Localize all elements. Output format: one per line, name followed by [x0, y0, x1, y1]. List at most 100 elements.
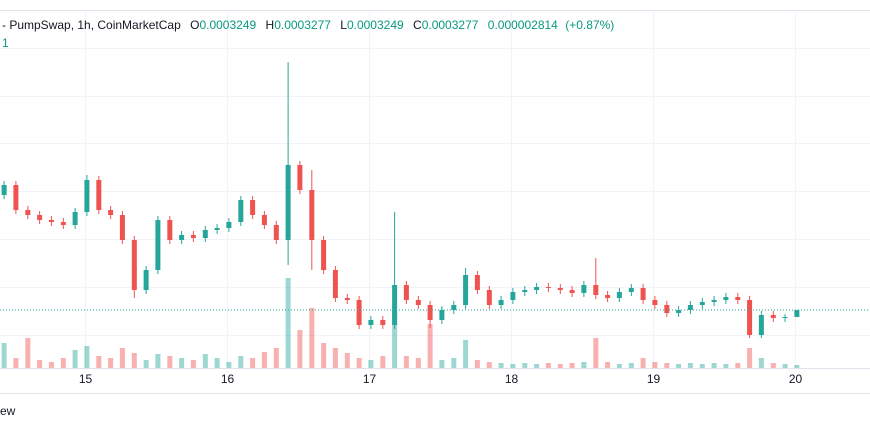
- volume-bar: [60, 358, 66, 368]
- candle-body: [119, 215, 125, 240]
- candle-body: [735, 297, 741, 300]
- change-percent: (+0.87%): [565, 18, 614, 32]
- volume-bar: [581, 362, 587, 368]
- volume-bar: [392, 310, 398, 368]
- x-tick-label: 18: [505, 372, 519, 386]
- candle-body: [202, 230, 208, 238]
- candle-body: [72, 212, 78, 225]
- candle-body: [84, 180, 90, 212]
- candle-body: [48, 220, 54, 222]
- volume-bar: [155, 354, 161, 368]
- candle-body: [534, 287, 540, 290]
- volume-bar: [486, 362, 492, 368]
- candle-body: [605, 295, 611, 298]
- volume-bar: [273, 348, 279, 368]
- volume-bar: [356, 358, 362, 368]
- candle-body: [463, 275, 469, 305]
- candle-body: [439, 310, 445, 320]
- volume-bar: [794, 365, 800, 368]
- candle-body: [392, 285, 398, 325]
- volume-bar: [143, 360, 149, 368]
- volume-bar: [226, 362, 232, 368]
- volume-bar: [119, 348, 125, 368]
- candle-body: [664, 305, 670, 313]
- volume-bar: [214, 358, 220, 368]
- candle-body: [37, 215, 43, 220]
- volume-bar: [474, 360, 480, 368]
- candle-body: [179, 235, 185, 240]
- volume-bar: [616, 364, 622, 368]
- candle-body: [747, 300, 753, 335]
- candle-body: [545, 287, 551, 288]
- candle-body: [155, 220, 161, 270]
- volume-bar: [687, 363, 693, 368]
- candle-body: [427, 305, 433, 320]
- volume-bar: [699, 364, 705, 368]
- volume-bar: [545, 363, 551, 368]
- candle-body: [285, 165, 291, 240]
- candle-body: [96, 180, 102, 210]
- volume-bar: [48, 362, 54, 368]
- volume-bar: [285, 278, 291, 368]
- candle-body: [309, 190, 315, 240]
- candle-body: [332, 270, 338, 298]
- candle-body: [214, 228, 220, 230]
- volume-bar: [131, 353, 137, 368]
- candle-body: [711, 300, 717, 302]
- candle-body: [356, 300, 362, 325]
- candle-body: [226, 222, 232, 228]
- close-label: C: [413, 18, 422, 32]
- volume-bar: [711, 363, 717, 368]
- volume-bar: [498, 363, 504, 368]
- low-label: L: [340, 18, 347, 32]
- candle-body: [321, 240, 327, 270]
- x-tick-label: 20: [789, 372, 803, 386]
- x-tick-label: 16: [221, 372, 235, 386]
- volume-bar: [321, 343, 327, 368]
- candle-body: [474, 275, 480, 290]
- candle-body: [616, 292, 622, 298]
- volume-bar: [25, 338, 31, 368]
- volume-bar: [96, 356, 102, 368]
- volume-bar: [380, 356, 386, 368]
- close-value: 0.0003277: [422, 18, 479, 32]
- candle-body: [261, 215, 267, 225]
- volume-text: 1: [2, 36, 9, 50]
- volume-bar: [628, 363, 634, 368]
- candles: [1, 62, 800, 338]
- candle-body: [522, 290, 528, 292]
- volume-bar: [297, 330, 303, 368]
- x-tick-label: 19: [647, 372, 661, 386]
- volume-bar: [664, 363, 670, 368]
- candle-body: [250, 200, 256, 215]
- volume-bar: [758, 358, 764, 368]
- candle-body: [498, 300, 504, 305]
- low-value: 0.0003249: [347, 18, 404, 32]
- volume-bar: [13, 358, 19, 368]
- candle-body: [652, 300, 658, 305]
- candle-body: [131, 240, 137, 290]
- volume-bar: [415, 358, 421, 368]
- volume-bar: [534, 364, 540, 368]
- candle-body: [569, 290, 575, 293]
- volume-bar: [250, 358, 256, 368]
- volume-bar: [569, 363, 575, 368]
- candle-body: [510, 292, 516, 300]
- candle-body: [640, 288, 646, 300]
- volume-bar: [723, 364, 729, 368]
- candle-body: [297, 165, 303, 190]
- candle-body: [143, 270, 149, 290]
- candle-body: [368, 320, 374, 325]
- open-label: O: [190, 18, 199, 32]
- candle-body: [794, 310, 800, 317]
- candle-body: [415, 300, 421, 305]
- volume-bar: [108, 358, 114, 368]
- x-tick-label: 17: [363, 372, 377, 386]
- candle-body: [273, 225, 279, 240]
- candle-body: [167, 220, 173, 240]
- volume-bar: [309, 308, 315, 368]
- volume-bar: [238, 356, 244, 368]
- chart-header: - PumpSwap, 1h, CoinMarketCap O0.0003249…: [2, 18, 614, 32]
- candle-body: [344, 298, 350, 300]
